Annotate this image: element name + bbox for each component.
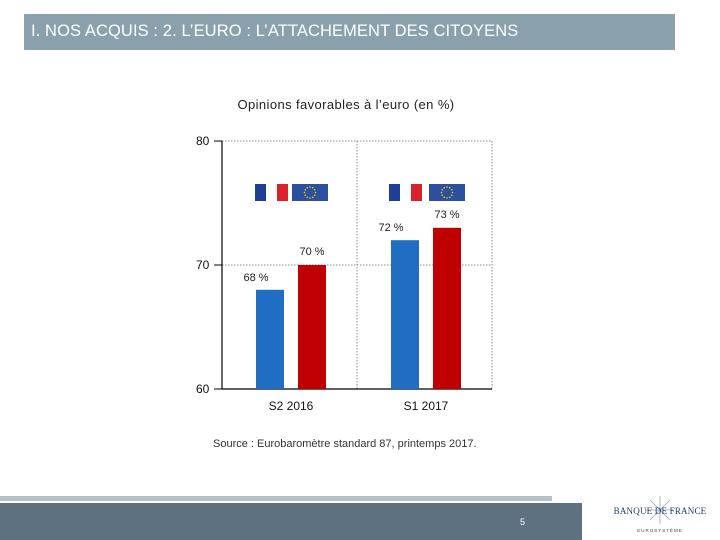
logo-emblem-icon: [646, 496, 674, 524]
france-flag-icon: [389, 184, 400, 201]
france-flag-icon: [255, 184, 266, 201]
eu-flag-star: [304, 188, 307, 191]
eu-flag-icon: [292, 184, 328, 201]
eu-flag-star: [446, 186, 448, 188]
data-label: 70 %: [299, 246, 324, 258]
title-bar: I. NOS ACQUIS : 2. L’EURO : L’ATTACHEMEN…: [24, 14, 675, 50]
eu-flag-star: [303, 191, 306, 194]
eu-flag-star: [309, 197, 311, 199]
logo-text: BANQUE DE FRANCE: [613, 506, 707, 516]
france-flag-icon: [266, 184, 277, 201]
page-number: 5: [520, 517, 526, 527]
bar-france-1: [391, 240, 419, 389]
x-tick-label: S1 2017: [404, 399, 449, 413]
eu-flag-star: [306, 186, 309, 189]
source-note: Source : Eurobaromètre standard 87, prin…: [213, 438, 477, 450]
chart-title: Opinions favorables à l’euro (en %): [237, 97, 455, 112]
eu-flag-star: [443, 186, 446, 189]
eu-flag-star: [313, 194, 316, 197]
eu-flag-star: [311, 186, 314, 189]
eu-flag-star: [441, 194, 444, 197]
eu-flag-icon: [429, 184, 465, 201]
data-label: 68 %: [243, 272, 268, 284]
bar-euro-1: [433, 227, 461, 389]
footer-bar: [0, 503, 582, 540]
eu-flag-star: [311, 196, 314, 199]
france-flag-icon: [400, 184, 411, 201]
x-tick-label: S2 2016: [269, 399, 314, 413]
eu-flag-star: [314, 191, 317, 194]
logo-subtext: EUROSYSTÈME: [637, 528, 683, 533]
eu-flag-star: [304, 194, 307, 197]
eu-flag-star: [450, 194, 453, 197]
eu-flag-star: [450, 188, 453, 191]
bar-france-0: [256, 289, 284, 389]
data-label: 72 %: [378, 222, 403, 234]
y-tick-label: 60: [196, 382, 210, 396]
eu-flag-star: [306, 196, 309, 199]
eu-flag-star: [451, 191, 454, 194]
data-label: 73 %: [434, 209, 459, 221]
eu-flag-star: [309, 186, 311, 188]
y-tick-label: 70: [196, 258, 210, 272]
eu-flag-star: [448, 196, 451, 199]
bar-euro-0: [298, 265, 326, 389]
eu-flag-star: [440, 191, 443, 194]
slide-title: I. NOS ACQUIS : 2. L’EURO : L’ATTACHEMEN…: [31, 22, 519, 40]
footer-accent-line: [0, 496, 552, 501]
france-flag-icon: [411, 184, 422, 201]
banque-de-france-logo: BANQUE DE FRANCE EUROSYSTÈME: [612, 494, 708, 538]
eu-flag-star: [448, 186, 451, 189]
eu-flag-star: [441, 188, 444, 191]
eu-flag-star: [313, 188, 316, 191]
france-flag-icon: [277, 184, 288, 201]
eu-flag-star: [446, 197, 448, 199]
y-tick-label: 80: [196, 134, 210, 148]
eu-flag-star: [443, 196, 446, 199]
